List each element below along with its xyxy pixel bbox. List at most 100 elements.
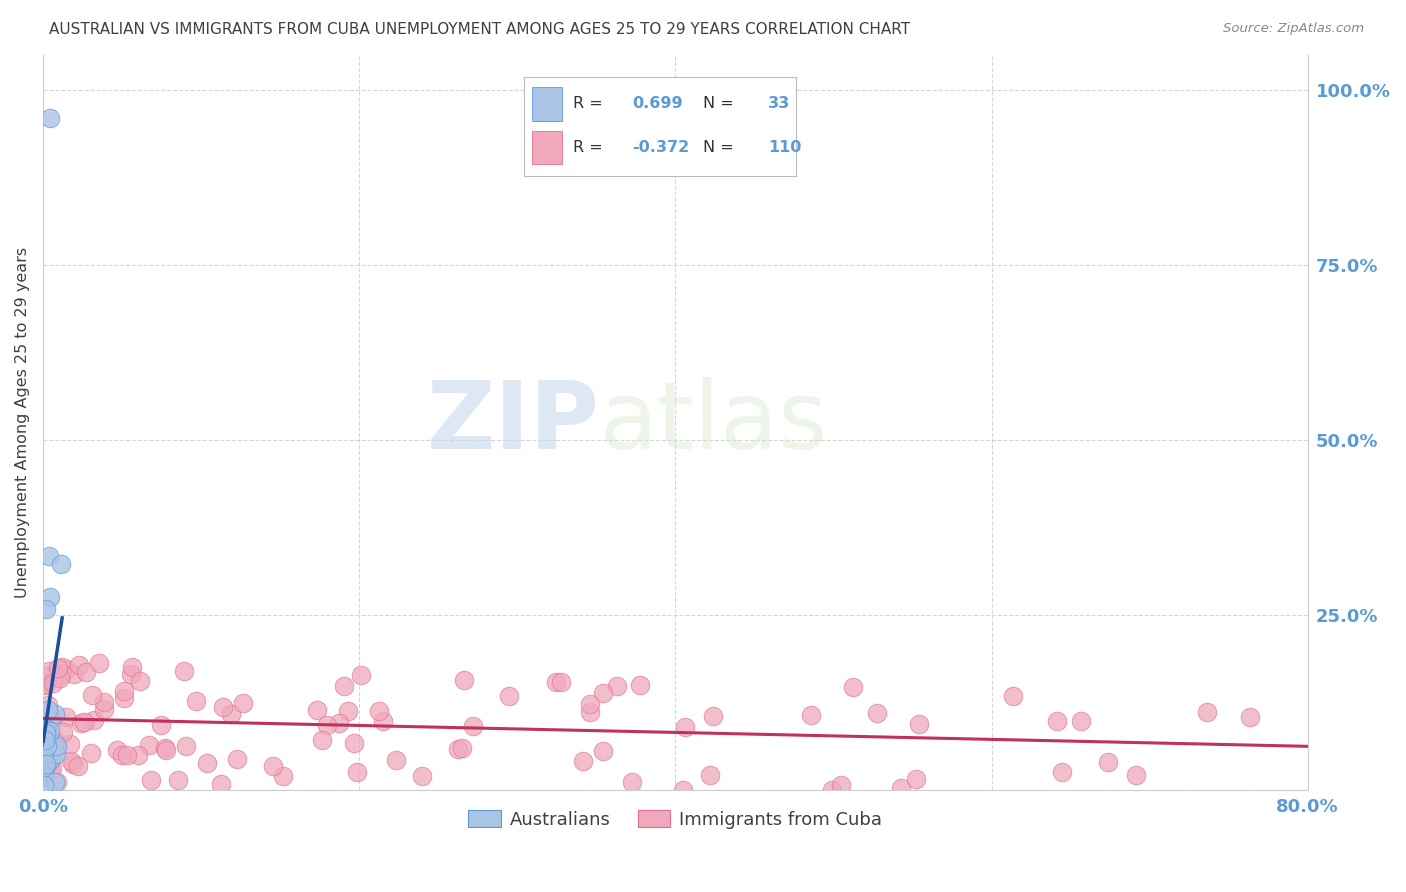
Point	[167, 773, 190, 788]
Point	[451, 740, 474, 755]
Point	[39, 752, 62, 766]
Point	[628, 678, 651, 692]
Point	[150, 718, 173, 732]
Point	[44, 735, 66, 749]
Point	[59, 754, 82, 768]
Point	[34, 677, 56, 691]
Text: atlas: atlas	[599, 376, 828, 468]
Point	[336, 704, 359, 718]
Point	[1239, 710, 1261, 724]
Point	[673, 720, 696, 734]
Point	[34, 768, 56, 782]
Point	[446, 741, 468, 756]
Point	[385, 753, 408, 767]
Point	[153, 741, 176, 756]
Point	[141, 773, 163, 788]
Point	[38, 724, 60, 739]
Point	[35, 753, 58, 767]
Point	[262, 758, 284, 772]
Text: Source: ZipAtlas.com: Source: ZipAtlas.com	[1223, 22, 1364, 36]
Point	[453, 673, 475, 687]
Point	[1097, 755, 1119, 769]
Point	[34, 745, 56, 759]
Point	[1125, 768, 1147, 782]
Point	[45, 747, 67, 762]
Point	[311, 733, 333, 747]
Point	[173, 664, 195, 678]
Point	[112, 691, 135, 706]
Legend: Australians, Immigrants from Cuba: Australians, Immigrants from Cuba	[461, 803, 890, 836]
Point	[328, 715, 350, 730]
Point	[128, 674, 150, 689]
Point	[58, 738, 80, 752]
Point	[699, 768, 721, 782]
Point	[350, 668, 373, 682]
Point	[67, 759, 90, 773]
Point	[411, 769, 433, 783]
Point	[120, 667, 142, 681]
Point	[371, 714, 394, 728]
Point	[32, 747, 55, 761]
Point	[35, 725, 58, 739]
Point	[32, 723, 55, 737]
Point	[46, 661, 69, 675]
Y-axis label: Unemployment Among Ages 25 to 29 years: Unemployment Among Ages 25 to 29 years	[15, 247, 30, 599]
Point	[111, 747, 134, 762]
Point	[37, 698, 59, 713]
Point	[35, 756, 58, 771]
Point	[865, 706, 887, 720]
Point	[1046, 714, 1069, 729]
Point	[34, 733, 56, 747]
Point	[333, 679, 356, 693]
Point	[51, 725, 73, 739]
Point	[51, 660, 73, 674]
Point	[138, 738, 160, 752]
Point	[75, 665, 97, 680]
Point	[49, 671, 72, 685]
Point	[32, 677, 55, 691]
Point	[35, 721, 58, 735]
Point	[42, 676, 65, 690]
Point	[155, 743, 177, 757]
Point	[1052, 764, 1074, 779]
Point	[830, 778, 852, 792]
Point	[44, 706, 66, 721]
Point	[51, 667, 73, 681]
Point	[212, 700, 235, 714]
Point	[890, 780, 912, 795]
Point	[1070, 714, 1092, 729]
Point	[842, 680, 865, 694]
Point	[39, 590, 62, 604]
Point	[38, 763, 60, 777]
Point	[35, 739, 58, 753]
Point	[702, 709, 724, 723]
Point	[32, 723, 55, 738]
Point	[89, 657, 111, 671]
Point	[83, 713, 105, 727]
Point	[368, 704, 391, 718]
Point	[62, 756, 84, 771]
Point	[41, 714, 63, 728]
Text: AUSTRALIAN VS IMMIGRANTS FROM CUBA UNEMPLOYMENT AMONG AGES 25 TO 29 YEARS CORREL: AUSTRALIAN VS IMMIGRANTS FROM CUBA UNEMP…	[49, 22, 910, 37]
Point	[73, 715, 96, 730]
Point	[34, 747, 56, 762]
Point	[46, 739, 69, 753]
Point	[315, 718, 337, 732]
Point	[578, 705, 600, 719]
Point	[93, 702, 115, 716]
Point	[37, 703, 59, 717]
Point	[121, 659, 143, 673]
Text: ZIP: ZIP	[426, 376, 599, 468]
Point	[55, 710, 77, 724]
Point	[498, 689, 520, 703]
Point	[82, 688, 104, 702]
Point	[305, 703, 328, 717]
Point	[38, 728, 60, 742]
Point	[93, 695, 115, 709]
Point	[115, 748, 138, 763]
Point	[112, 684, 135, 698]
Point	[35, 735, 58, 749]
Point	[209, 777, 232, 791]
Point	[63, 666, 86, 681]
Point	[105, 743, 128, 757]
